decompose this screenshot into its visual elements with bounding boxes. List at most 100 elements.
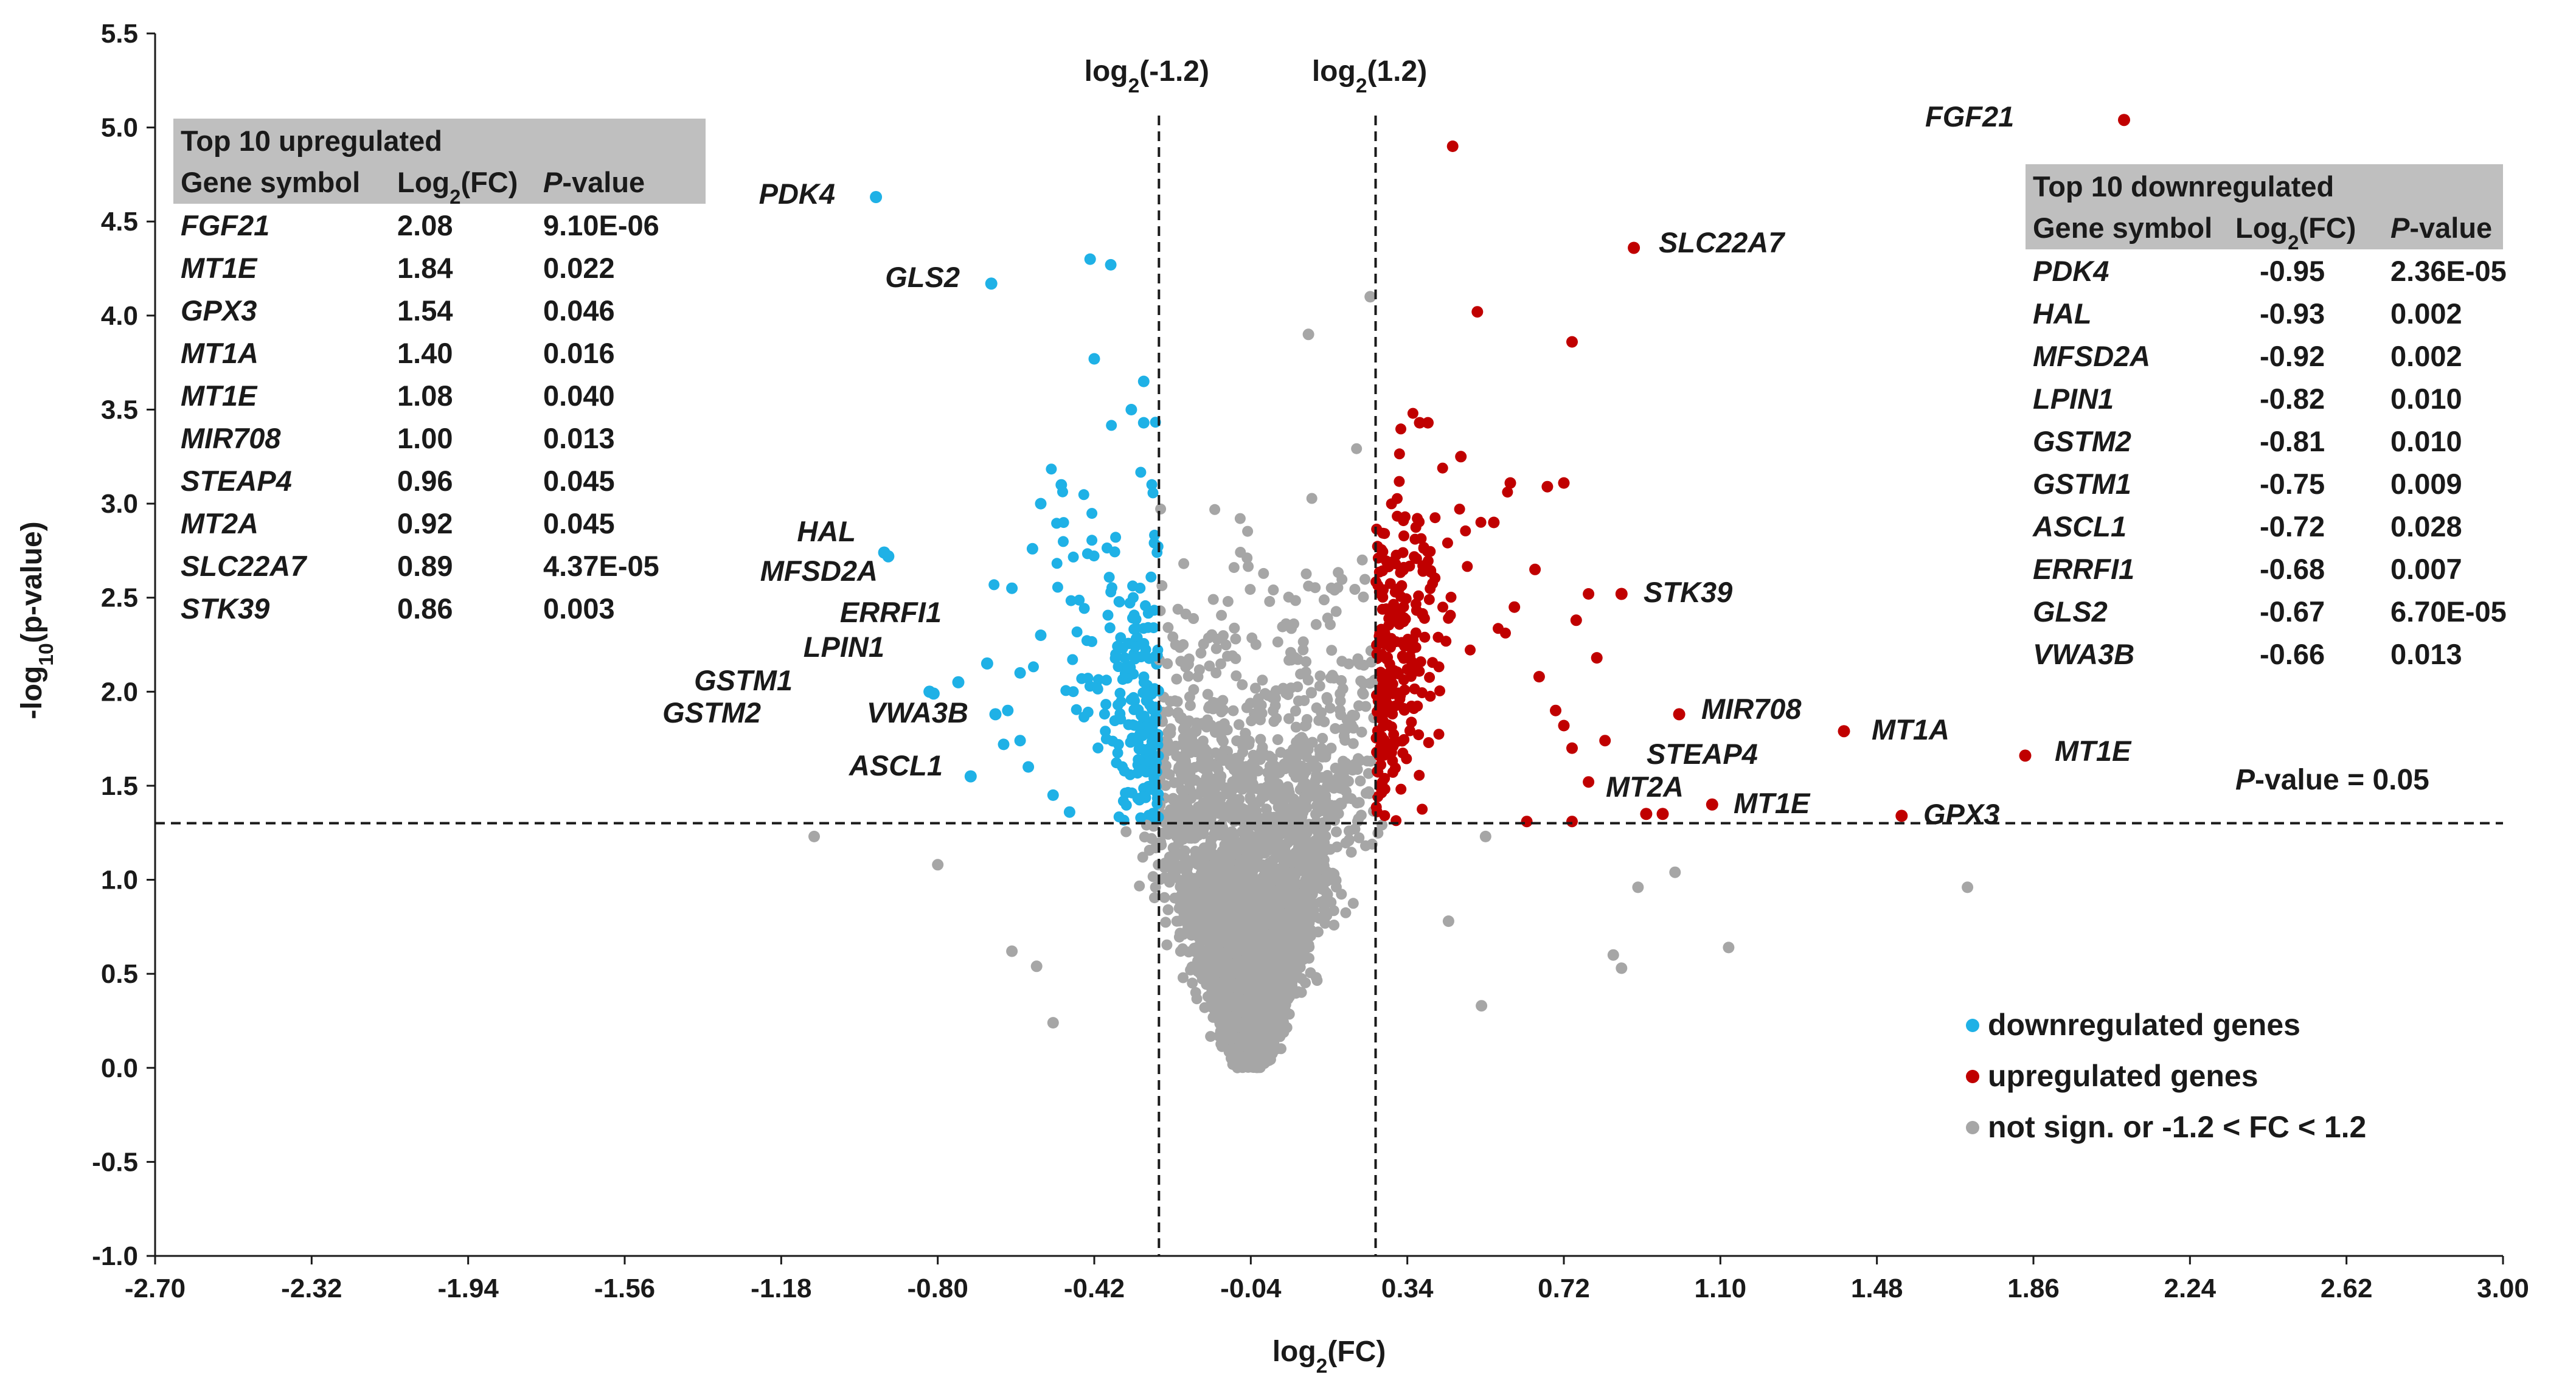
up-gene-point (1425, 690, 1436, 702)
ns-gene-point (1223, 940, 1235, 951)
gene-label-lpin1: LPIN1 (804, 631, 884, 663)
ns-gene-point (1248, 749, 1259, 761)
gene-label-gstm1: GSTM1 (694, 664, 793, 696)
down-gene-point (1026, 543, 1038, 555)
ns-gene-point (1349, 710, 1361, 721)
up-gene-point (1392, 668, 1404, 679)
ns-gene-point (1216, 609, 1227, 621)
ns-gene-point (1167, 794, 1179, 805)
up-gene-point (1375, 759, 1387, 771)
up-gene-point (1394, 448, 1405, 460)
up-gene-point (1372, 695, 1384, 707)
gene-point-mt1e (1706, 798, 1718, 811)
table-row-pvalue: 0.045 (543, 507, 615, 539)
up-gene-point (1425, 546, 1436, 557)
down-gene-point (1100, 733, 1112, 744)
gene-point-gpx3 (1895, 810, 1908, 822)
up-gene-point (1395, 591, 1406, 602)
ns-gene-point (1181, 861, 1193, 873)
up-gene-point (1437, 462, 1448, 474)
down-gene-point (1125, 737, 1136, 748)
up-gene-point (1376, 649, 1387, 660)
up-gene-point (1394, 619, 1405, 630)
y-tick-label: -1.0 (92, 1241, 138, 1271)
ns-gene-point (1248, 1039, 1260, 1050)
y-axis-title: -log10(p-value) (16, 521, 58, 719)
threshold-label-pvalue: P-value = 0.05 (2235, 764, 2429, 796)
ns-gene-point (1290, 721, 1302, 733)
ns-gene-point (1245, 837, 1257, 848)
ns-gene-point (1205, 1031, 1217, 1042)
down-gene-point (1058, 517, 1069, 529)
ns-gene-point (1228, 764, 1240, 775)
up-gene-point (1445, 591, 1457, 603)
ns-gene-point (1173, 777, 1185, 788)
ns-gene-point (932, 859, 944, 871)
up-gene-point (1376, 731, 1387, 742)
ns-gene-point (1255, 699, 1267, 711)
table-row-gene: STK39 (181, 592, 269, 625)
ns-gene-point (1335, 709, 1347, 721)
ns-gene-point (1299, 695, 1310, 706)
table-row-gene: GSTM1 (2033, 468, 2131, 500)
table-title: Top 10 downregulated (2033, 170, 2334, 203)
up-gene-point (1500, 627, 1511, 639)
ns-gene-point (1210, 643, 1222, 654)
top-downregulated-table: Top 10 downregulated Gene symbol Log2(FC) P… (2026, 164, 2507, 670)
up-gene-point (1375, 667, 1386, 678)
down-gene-point (1081, 635, 1092, 647)
ns-gene-point (1353, 657, 1365, 669)
gene-point-mt2a (1640, 808, 1653, 820)
ns-gene-point (1340, 907, 1352, 918)
ns-gene-point (1179, 845, 1190, 856)
ns-gene-point (1187, 977, 1198, 989)
ns-gene-point (1272, 734, 1283, 746)
ns-gene-point (1364, 291, 1377, 303)
ns-gene-point (1201, 779, 1213, 790)
table-row-pvalue: 0.016 (543, 337, 615, 369)
up-gene-point (1394, 606, 1406, 617)
ns-gene-point (1962, 881, 1974, 893)
gene-label-mt1e: MT1E (2055, 735, 2132, 767)
down-gene-point (1006, 582, 1018, 594)
ns-gene-point (1330, 723, 1341, 734)
ns-gene-point (1366, 656, 1377, 668)
ns-gene-point (1285, 752, 1296, 763)
ns-gene-point (1317, 733, 1328, 744)
y-tick-label: -0.5 (92, 1147, 138, 1177)
gene-label-slc22a7: SLC22A7 (1659, 226, 1785, 258)
up-gene-point (1409, 551, 1420, 563)
ns-gene-point (1178, 972, 1189, 983)
up-gene-point (1394, 476, 1405, 487)
y-tick-label: 2.0 (101, 677, 138, 707)
ns-gene-point (1162, 872, 1174, 884)
up-gene-point (1377, 591, 1389, 603)
ns-gene-point (1317, 805, 1328, 816)
up-gene-point (1558, 477, 1570, 489)
ns-gene-point (1250, 639, 1262, 650)
table-row-fc: 1.08 (397, 380, 453, 412)
ns-gene-point (1190, 774, 1201, 786)
ns-gene-point (1264, 751, 1276, 762)
table-row-pvalue: 0.002 (2390, 340, 2462, 372)
up-gene-point (1434, 685, 1445, 696)
ns-gene-point (1181, 873, 1192, 884)
ns-gene-point (1182, 659, 1194, 670)
up-gene-point (1583, 588, 1595, 600)
table-row-gene: FGF21 (181, 209, 269, 241)
gene-label-mfsd2a: MFSD2A (760, 555, 878, 587)
y-tick-label: 4.0 (101, 301, 138, 331)
table-row-fc: 0.86 (397, 592, 453, 625)
up-gene-point (1386, 747, 1397, 758)
down-gene-point (1084, 253, 1096, 265)
ns-gene-point (1321, 910, 1333, 921)
ns-gene-point (1347, 738, 1359, 749)
up-gene-point (1550, 704, 1561, 716)
ns-gene-point (1322, 770, 1333, 781)
ns-gene-point (1171, 850, 1182, 861)
gene-label-mt2a: MT2A (1606, 771, 1684, 803)
up-gene-point (1521, 816, 1533, 828)
ns-gene-point (1319, 716, 1330, 727)
down-gene-point (1153, 788, 1164, 800)
ns-gene-point (1172, 603, 1184, 615)
